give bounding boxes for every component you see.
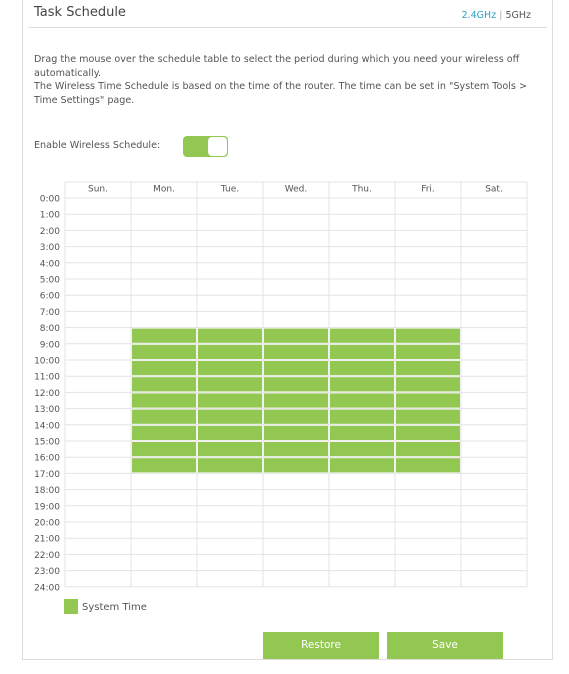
day-label: Mon. [153, 185, 175, 195]
time-label: 12:00 [34, 389, 60, 399]
selected-cell [330, 344, 394, 359]
time-label: 7:00 [40, 308, 60, 318]
selected-cell [330, 361, 394, 376]
selected-cell [264, 328, 328, 343]
time-label: 5:00 [40, 276, 60, 286]
selected-cell [330, 458, 394, 473]
selected-cell [396, 328, 460, 343]
time-label: 0:00 [40, 195, 60, 205]
day-label: Tue. [220, 185, 239, 195]
time-label: 14:00 [34, 421, 60, 431]
time-label: 2:00 [40, 227, 60, 237]
time-label: 17:00 [34, 470, 60, 480]
enable-label: Enable Wireless Schedule: [34, 140, 161, 151]
time-label: 9:00 [40, 340, 60, 350]
day-label: Fri. [421, 185, 435, 195]
time-label: 11:00 [34, 373, 60, 383]
band-24[interactable]: 2.4GHz [461, 10, 497, 21]
time-label: 8:00 [40, 324, 60, 334]
band-5[interactable]: 5GHz [505, 10, 531, 21]
selected-cell [132, 328, 196, 343]
selected-cell [396, 458, 460, 473]
toggle-knob [208, 137, 227, 156]
selected-cell [330, 425, 394, 440]
band-switch: 2.4GHz | 5GHz [462, 10, 531, 21]
selected-cell [132, 361, 196, 376]
selected-cell [330, 328, 394, 343]
selected-cell [264, 344, 328, 359]
time-label: 6:00 [40, 292, 60, 302]
title: Task Schedule [34, 5, 126, 20]
selected-cell [396, 361, 460, 376]
time-label: 10:00 [34, 357, 60, 367]
selected-cell [396, 425, 460, 440]
legend-swatch [64, 599, 78, 614]
selected-cell [132, 393, 196, 408]
time-label: 23:00 [34, 567, 60, 577]
time-label: 21:00 [34, 535, 60, 545]
selected-cell [264, 458, 328, 473]
selected-cell [264, 393, 328, 408]
selected-cell [198, 328, 262, 343]
time-label: 1:00 [40, 211, 60, 221]
selected-cell [396, 344, 460, 359]
selected-cell [264, 442, 328, 457]
intro-text: Drag the mouse over the schedule table t… [34, 54, 520, 79]
day-label: Sat. [485, 185, 503, 195]
time-label: 18:00 [34, 486, 60, 496]
restore-button[interactable]: Restore [263, 632, 379, 659]
time-label: 16:00 [34, 454, 60, 464]
time-label: 3:00 [40, 243, 60, 253]
selected-cell [198, 377, 262, 392]
time-label: 19:00 [34, 502, 60, 512]
time-label: 24:00 [34, 583, 60, 593]
selected-cell [132, 377, 196, 392]
selected-cell [264, 409, 328, 424]
intro: Drag the mouse over the schedule table t… [34, 53, 534, 107]
selected-cell [396, 393, 460, 408]
selected-cell [198, 425, 262, 440]
selected-cell [264, 377, 328, 392]
intro-text: The Wireless Time Schedule is based on t… [34, 81, 527, 106]
time-label: 13:00 [34, 405, 60, 415]
selected-cell [132, 442, 196, 457]
selected-cell [132, 425, 196, 440]
selected-cell [198, 344, 262, 359]
selected-cell [264, 361, 328, 376]
selected-cell [396, 442, 460, 457]
selected-cell [198, 442, 262, 457]
save-button[interactable]: Save [387, 632, 503, 659]
selected-cell [198, 458, 262, 473]
time-label: 20:00 [34, 519, 60, 529]
selected-cell [330, 393, 394, 408]
time-label: 15:00 [34, 438, 60, 448]
selected-cell [132, 458, 196, 473]
toggle[interactable] [183, 136, 228, 157]
time-label: 22:00 [34, 551, 60, 561]
selected-cell [198, 361, 262, 376]
selected-cell [330, 442, 394, 457]
legend-label: System Time [82, 602, 147, 613]
selected-cell [396, 409, 460, 424]
day-label: Thu. [351, 185, 372, 195]
selected-cell [198, 409, 262, 424]
selected-cell [132, 344, 196, 359]
day-label: Wed. [285, 185, 307, 195]
separator: | [499, 10, 503, 21]
selected-cell [330, 377, 394, 392]
selected-cell [264, 425, 328, 440]
selected-cell [198, 393, 262, 408]
time-label: 4:00 [40, 259, 60, 269]
day-label: Sun. [88, 185, 108, 195]
panel [22, 0, 553, 660]
selected-cell [396, 377, 460, 392]
selected-cell [330, 409, 394, 424]
divider [28, 27, 547, 28]
selected-cell [132, 409, 196, 424]
